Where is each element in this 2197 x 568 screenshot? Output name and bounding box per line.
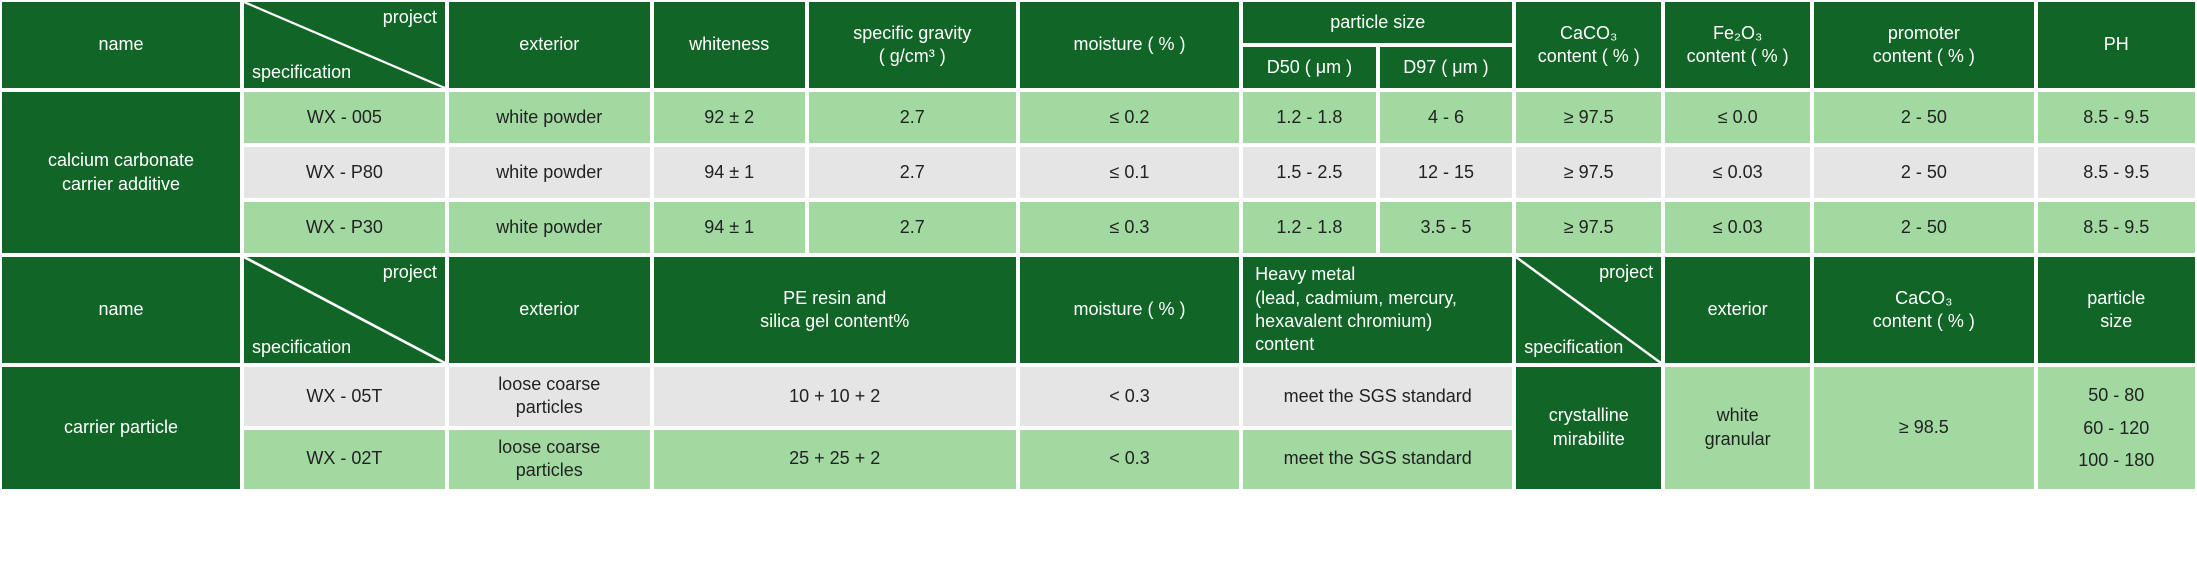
cell-ph: 8.5 - 9.5 [2036, 90, 2197, 145]
cell-heavy: meet the SGS standard [1241, 428, 1514, 491]
cell-caco3: ≥ 97.5 [1514, 145, 1663, 200]
cell-caco3: ≥ 97.5 [1514, 90, 1663, 145]
cell-exterior: loose coarseparticles [447, 428, 652, 491]
cell-pe: 25 + 25 + 2 [652, 428, 1018, 491]
col-name: name [0, 0, 242, 90]
col-heavy-metal: Heavy metal(lead, cadmium, mercury,hexav… [1241, 255, 1514, 365]
cell-right-psize: 50 - 8060 - 120100 - 180 [2036, 365, 2197, 491]
cell-promoter: 2 - 50 [1812, 90, 2035, 145]
col-pe-resin: PE resin andsilica gel content% [652, 255, 1018, 365]
cell-spec: WX - P30 [242, 200, 447, 255]
table-row: calcium carbonatecarrier additive WX - 0… [0, 90, 2197, 145]
cell-spec: WX - 05T [242, 365, 447, 428]
cell-ph: 8.5 - 9.5 [2036, 145, 2197, 200]
diag-top2: project [383, 261, 437, 284]
cell-caco3: ≥ 97.5 [1514, 200, 1663, 255]
col-exterior: exterior [447, 0, 652, 90]
cell-d97: 12 - 15 [1378, 145, 1515, 200]
cell-whiteness: 92 ± 2 [652, 90, 807, 145]
cell-spec: WX - 02T [242, 428, 447, 491]
cell-whiteness: 94 ± 1 [652, 200, 807, 255]
cell-moisture: ≤ 0.2 [1018, 90, 1241, 145]
col-moisture2: moisture ( % ) [1018, 255, 1241, 365]
cell-exterior: white powder [447, 90, 652, 145]
cell-sg: 2.7 [807, 200, 1018, 255]
spec-table: name project specification exterior whit… [0, 0, 2197, 491]
diag-top3: project [1599, 261, 1653, 284]
cell-spec: WX - 005 [242, 90, 447, 145]
group-name2: carrier particle [0, 365, 242, 491]
diag-bottom3: specification [1524, 336, 1623, 359]
cell-fe2o3: ≤ 0.0 [1663, 90, 1812, 145]
diag-project-spec2: project specification [242, 255, 447, 365]
diag-project-spec: project specification [242, 0, 447, 90]
cell-d97: 4 - 6 [1378, 90, 1515, 145]
cell-exterior: white powder [447, 145, 652, 200]
cell-ph: 8.5 - 9.5 [2036, 200, 2197, 255]
cell-d50: 1.5 - 2.5 [1241, 145, 1378, 200]
diag-bottom2: specification [252, 336, 351, 359]
col-specific-gravity: specific gravity( g/cm³ ) [807, 0, 1018, 90]
diag-bottom: specification [252, 61, 351, 84]
cell-spec: WX - P80 [242, 145, 447, 200]
cell-d50: 1.2 - 1.8 [1241, 90, 1378, 145]
col-d50: D50 ( μm ) [1241, 45, 1378, 90]
col-whiteness: whiteness [652, 0, 807, 90]
col-ph: PH [2036, 0, 2197, 90]
col-exterior2b: exterior [1663, 255, 1812, 365]
col-name2: name [0, 255, 242, 365]
cell-fe2o3: ≤ 0.03 [1663, 200, 1812, 255]
col-particle-size2: particlesize [2036, 255, 2197, 365]
table-row: WX - P80 white powder 94 ± 1 2.7 ≤ 0.1 1… [0, 145, 2197, 200]
cell-promoter: 2 - 50 [1812, 200, 2035, 255]
cell-fe2o3: ≤ 0.03 [1663, 145, 1812, 200]
cell-exterior: white powder [447, 200, 652, 255]
col-fe2o3: Fe₂O₃content ( % ) [1663, 0, 1812, 90]
cell-whiteness: 94 ± 1 [652, 145, 807, 200]
cell-moisture: < 0.3 [1018, 428, 1241, 491]
col-moisture: moisture ( % ) [1018, 0, 1241, 90]
cell-promoter: 2 - 50 [1812, 145, 2035, 200]
cell-moisture: ≤ 0.3 [1018, 200, 1241, 255]
group-name: calcium carbonatecarrier additive [0, 90, 242, 255]
col-caco3-2: CaCO₃content ( % ) [1812, 255, 2035, 365]
col-promoter: promotercontent ( % ) [1812, 0, 2035, 90]
cell-d50: 1.2 - 1.8 [1241, 200, 1378, 255]
col-particle-size: particle size [1241, 0, 1514, 45]
cell-right-exterior: whitegranular [1663, 365, 1812, 491]
cell-d97: 3.5 - 5 [1378, 200, 1515, 255]
col-d97: D97 ( μm ) [1378, 45, 1515, 90]
diag-project-spec3: project specification [1514, 255, 1663, 365]
diag-top: project [383, 6, 437, 29]
cell-heavy: meet the SGS standard [1241, 365, 1514, 428]
col-exterior2a: exterior [447, 255, 652, 365]
table-row: carrier particle WX - 05T loose coarsepa… [0, 365, 2197, 428]
cell-right-caco3: ≥ 98.5 [1812, 365, 2035, 491]
cell-right-spec: crystallinemirabilite [1514, 365, 1663, 491]
table-row: WX - P30 white powder 94 ± 1 2.7 ≤ 0.3 1… [0, 200, 2197, 255]
cell-moisture: ≤ 0.1 [1018, 145, 1241, 200]
cell-pe: 10 + 10 + 2 [652, 365, 1018, 428]
cell-exterior: loose coarseparticles [447, 365, 652, 428]
cell-sg: 2.7 [807, 90, 1018, 145]
cell-moisture: < 0.3 [1018, 365, 1241, 428]
col-caco3: CaCO₃content ( % ) [1514, 0, 1663, 90]
cell-sg: 2.7 [807, 145, 1018, 200]
